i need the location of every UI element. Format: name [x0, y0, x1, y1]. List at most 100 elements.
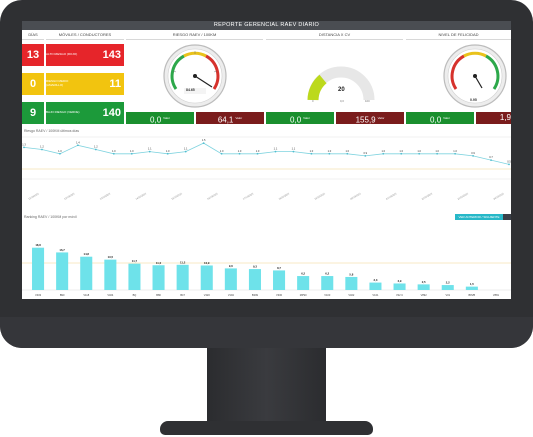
line-point-label: 1.0: [238, 149, 242, 153]
line-point-label: 1.1: [274, 147, 278, 151]
bar-value-label: 9,3: [253, 265, 257, 269]
bar[interactable]: [393, 283, 406, 290]
bar[interactable]: [465, 286, 478, 290]
bar[interactable]: [80, 256, 93, 290]
distance-min-box: 0,0 Valor: [266, 112, 334, 125]
line-x-tick: 24/10/2021: [493, 192, 505, 201]
risk-max-box: 64,1 Valor: [196, 112, 264, 125]
bar-category-label: V892: [421, 293, 428, 297]
line-point: [148, 150, 151, 153]
line-point: [418, 152, 421, 155]
line-point-label: 1.0: [381, 149, 385, 153]
line-x-tick: 21/10/2021: [386, 192, 398, 201]
line-x-tick: 20/10/2021: [350, 192, 362, 201]
bar[interactable]: [273, 270, 286, 290]
line-x-tick: 22/10/2021: [421, 192, 433, 201]
value-text: 0,0: [430, 115, 442, 125]
kpi-days-value: 13: [22, 44, 44, 66]
bar[interactable]: [176, 264, 189, 290]
bar[interactable]: [56, 252, 69, 290]
bar-value-label: 2,5: [422, 280, 426, 284]
line-point: [490, 159, 492, 162]
prev-next-button[interactable]: VER ANTERIOR / SIGUIENTE: [455, 214, 503, 220]
line-point-label: 1.1: [184, 147, 188, 151]
bar-value-label: 13,5: [108, 255, 114, 259]
bar[interactable]: [441, 285, 454, 290]
line-point-label: 1.0: [256, 149, 260, 153]
bar-value-label: 5,8: [349, 272, 353, 276]
line-point-label: 1.3: [22, 142, 26, 146]
bar-category-label: V404: [107, 293, 114, 297]
line-point-label: 1.0: [435, 149, 439, 153]
line-point: [436, 152, 439, 155]
line-point: [23, 146, 25, 149]
line-point: [454, 152, 457, 155]
bar[interactable]: [321, 276, 334, 290]
line-x-tick: 18/10/2021: [278, 192, 290, 201]
line-point-label: 1.0: [417, 149, 421, 153]
bar[interactable]: [32, 247, 45, 290]
line-point-label: 1.4: [76, 140, 80, 144]
line-point: [130, 152, 133, 155]
line-point-label: 1.1: [292, 147, 296, 151]
line-x-tick: 15/10/2021: [171, 192, 183, 201]
bar[interactable]: [345, 276, 358, 290]
bar-category-label: BQ: [133, 293, 137, 297]
bar[interactable]: [248, 269, 261, 290]
line-point-label: 1.0: [112, 149, 116, 153]
line-point: [346, 152, 349, 155]
bar-chart-title: Ranking RAEV / 100KM por móvil: [24, 215, 77, 219]
bar-value-label: 2,9: [398, 279, 402, 283]
value-text: 64,1: [217, 115, 234, 125]
line-point-label: 0.5: [507, 159, 511, 163]
risk-line-chart: 1.3 1.2 1.0 1.4 1.2 1.0 1.0 1.1 1.0 1.1 1.5 1.0 1.0 1…: [22, 136, 511, 201]
line-point: [328, 152, 331, 155]
distance-gauge-max: 100: [365, 99, 370, 103]
bar[interactable]: [224, 268, 237, 290]
bar-category-label: B90: [60, 293, 65, 297]
value-text: 0,0: [290, 115, 302, 125]
line-point: [274, 150, 277, 153]
bar[interactable]: [297, 276, 310, 290]
line-point: [94, 148, 97, 151]
bar-value-label: 8,7: [277, 266, 281, 270]
line-point: [41, 148, 43, 151]
bar[interactable]: [200, 265, 213, 290]
next-arrow-button[interactable]: [503, 214, 511, 220]
distance-gauge-value: 20: [338, 87, 345, 93]
kpi-count-value: 140: [84, 102, 124, 124]
line-point-label: 1.0: [58, 149, 62, 153]
line-point: [238, 152, 241, 155]
line-point: [292, 150, 295, 153]
bar-category-label: V402: [348, 293, 355, 297]
bar-category-label: V118: [83, 293, 89, 297]
monitor-chin: [0, 317, 533, 348]
bar-value-label: 11,7: [132, 259, 138, 263]
risk-gauge: [163, 44, 227, 108]
line-point: [310, 152, 313, 155]
risk-min-box: 0,0 Valor: [126, 112, 194, 125]
bar[interactable]: [128, 263, 141, 290]
line-point: [59, 152, 61, 155]
kpi-label: RIESGO MEDIO (AMARILLO): [46, 73, 84, 95]
bar-value-label: 18,8: [35, 243, 41, 247]
bar-category-label: V420: [204, 293, 211, 297]
bar[interactable]: [104, 259, 117, 290]
bar[interactable]: [152, 265, 165, 290]
line-point-label: 1.0: [346, 149, 350, 153]
bar[interactable]: [369, 282, 382, 290]
bar[interactable]: [417, 284, 430, 290]
bar-value-label: 11,0: [156, 261, 162, 265]
monitor-stand-base: [160, 421, 373, 435]
value-text: 0,0: [150, 115, 162, 125]
line-point-label: 1.0: [399, 149, 403, 153]
bar-value-label: 14,8: [84, 252, 90, 256]
risk-gauge-value: 84.65: [186, 88, 195, 92]
bar-category-label: V881: [493, 293, 500, 297]
bar-category-label: V101: [372, 293, 379, 297]
line-x-tick: 13/10/2021: [99, 192, 111, 201]
value-unit: Valor: [377, 116, 385, 120]
bar-category-label: B8VB: [469, 293, 476, 297]
header-gauge-risk: RIESGO RAEV / 100KM: [126, 31, 263, 40]
happiness-max-box: 1,9: [476, 112, 511, 124]
